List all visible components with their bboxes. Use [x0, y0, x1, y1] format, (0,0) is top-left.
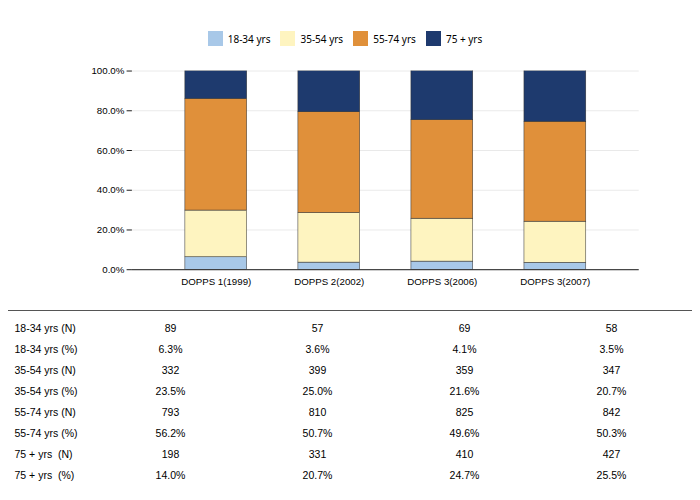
svg-text:427: 427: [603, 448, 621, 460]
svg-text:6.3%: 6.3%: [159, 343, 183, 355]
svg-text:55-74 yrs (%): 55-74 yrs (%): [15, 427, 78, 439]
svg-text:25.0%: 25.0%: [303, 385, 333, 397]
svg-text:69: 69: [459, 322, 471, 334]
svg-text:25.5%: 25.5%: [597, 469, 627, 481]
svg-text:14.0%: 14.0%: [156, 469, 186, 481]
html-text:18-34 yrs: 18-34 yrs: [227, 31, 271, 46]
svg-text:21.6%: 21.6%: [450, 385, 480, 397]
svg-text:DOPPS 3(2006): DOPPS 3(2006): [407, 276, 477, 287]
html-text:55-74 yrs: 55-74 yrs: [373, 31, 416, 46]
svg-text:56.2%: 56.2%: [156, 427, 186, 439]
svg-text:60.0%: 60.0%: [97, 145, 125, 156]
svg-text:4.1%: 4.1%: [453, 343, 477, 355]
svg-text:35-54 yrs (N): 35-54 yrs (N): [15, 364, 76, 376]
svg-text:3.6%: 3.6%: [306, 343, 330, 355]
svg-text:332: 332: [162, 364, 180, 376]
svg-text:20.7%: 20.7%: [303, 469, 333, 481]
svg-text:58: 58: [606, 322, 618, 334]
svg-text:75 + yrs (%): 75 + yrs (%): [15, 469, 75, 481]
svg-text:50.3%: 50.3%: [597, 427, 627, 439]
html-text:75 + yrs: 75 + yrs: [445, 31, 483, 46]
svg-text:410: 410: [456, 448, 474, 460]
svg-text:331: 331: [309, 448, 327, 460]
svg-text:20.0%: 20.0%: [97, 224, 125, 235]
svg-text:50.7%: 50.7%: [303, 427, 333, 439]
svg-text:842: 842: [603, 406, 621, 418]
svg-text:55-74 yrs (N): 55-74 yrs (N): [15, 406, 76, 418]
svg-text:23.5%: 23.5%: [156, 385, 186, 397]
svg-text:24.7%: 24.7%: [450, 469, 480, 481]
svg-text:75 + yrs (N): 75 + yrs (N): [15, 448, 73, 460]
svg-text:0.0%: 0.0%: [102, 264, 124, 275]
svg-text:198: 198: [162, 448, 180, 460]
svg-text:100.0%: 100.0%: [91, 65, 124, 76]
svg-text:825: 825: [456, 406, 474, 418]
svg-text:20.7%: 20.7%: [597, 385, 627, 397]
svg-text:18-34 yrs (%): 18-34 yrs (%): [15, 343, 78, 355]
svg-text:35-54 yrs (%): 35-54 yrs (%): [15, 385, 78, 397]
html-text:35-54 yrs: 35-54 yrs: [300, 31, 344, 46]
svg-text:49.6%: 49.6%: [450, 427, 480, 439]
svg-text:DOPPS 1(1999): DOPPS 1(1999): [181, 276, 251, 287]
svg-text:57: 57: [312, 322, 324, 334]
svg-text:347: 347: [603, 364, 621, 376]
svg-text:359: 359: [456, 364, 474, 376]
svg-text:DOPPS 2(2002): DOPPS 2(2002): [294, 276, 364, 287]
svg-text:18-34 yrs (N): 18-34 yrs (N): [15, 322, 76, 334]
svg-text:810: 810: [309, 406, 327, 418]
svg-text:793: 793: [162, 406, 180, 418]
svg-text:80.0%: 80.0%: [97, 105, 125, 116]
svg-text:DOPPS 3(2007): DOPPS 3(2007): [520, 276, 590, 287]
svg-text:399: 399: [309, 364, 327, 376]
svg-text:40.0%: 40.0%: [97, 184, 125, 195]
svg-text:3.5%: 3.5%: [600, 343, 624, 355]
svg-text:89: 89: [165, 322, 177, 334]
